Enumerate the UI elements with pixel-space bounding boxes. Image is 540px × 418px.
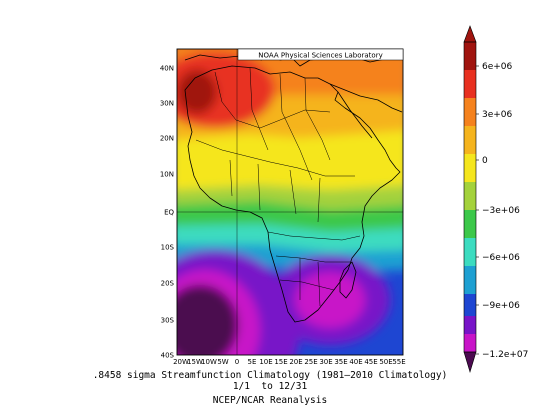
lon-label-20w: 20W <box>173 358 189 366</box>
lat-axis: 40N 30N 20N 10N EQ 10S 20S 30S 40S <box>160 65 175 360</box>
red-sea-coast <box>337 91 373 139</box>
botswana-border <box>279 279 335 291</box>
colorbar-segment-1 <box>464 42 476 70</box>
algeria-border <box>249 67 269 151</box>
colorbar-label-m3e6: −3e+06 <box>482 206 520 216</box>
lon-label-55e: 55E <box>392 358 405 366</box>
central-africa-border <box>267 231 361 241</box>
graticule <box>177 49 403 355</box>
colorbar-segment-4 <box>464 126 476 154</box>
lon-label-15e: 15E <box>274 358 287 366</box>
colorbar-arrow-bottom <box>464 352 476 372</box>
lon-label-0: 0 <box>235 358 239 366</box>
lat-label-10n: 10N <box>160 171 174 179</box>
colorbar-segment-6 <box>464 182 476 210</box>
figure-source: NCEP/NCAR Reanalysis <box>212 395 328 406</box>
blob-dark-core <box>177 285 238 355</box>
colorbar-bottom-outline <box>463 351 477 374</box>
figure-title: .8458 sigma Streamfunction Climatology (… <box>92 370 448 381</box>
sahara-border <box>214 71 331 129</box>
sahel-border <box>195 139 355 177</box>
colorbar-label-m9e6: −9e+06 <box>482 301 520 311</box>
madagascar-coast <box>339 261 357 299</box>
lon-label-25e: 25E <box>304 358 317 366</box>
lat-label-30s: 30S <box>161 317 175 325</box>
egypt-border <box>304 77 331 161</box>
west-africa-borders <box>229 159 321 223</box>
lon-label-30e: 30E <box>319 358 332 366</box>
colorbar-top-outline <box>463 25 477 43</box>
lon-label-5e: 5E <box>248 358 257 366</box>
lon-label-45e: 45E <box>364 358 377 366</box>
southern-africa-borders <box>299 258 321 307</box>
colorbar-segment-8 <box>464 238 476 266</box>
lat-label-20n: 20N <box>160 135 174 143</box>
lon-label-15w: 15W <box>187 358 203 366</box>
colorbar: 6e+06 3e+06 0 −3e+06 −6e+06 −9e+06 −1.2e… <box>463 25 528 374</box>
colorbar-arrow-top <box>464 26 476 42</box>
colorbar-segment-10 <box>464 294 476 316</box>
colorbar-ticks <box>476 65 479 355</box>
africa-coast <box>184 65 401 323</box>
country-borders <box>195 67 361 307</box>
lon-label-10w: 10W <box>201 358 217 366</box>
lon-label-35e: 35E <box>334 358 347 366</box>
zambia-border <box>275 255 350 263</box>
lon-label-20e: 20E <box>289 358 302 366</box>
colorbar-label-m6e6: −6e+06 <box>482 253 520 263</box>
lon-label-10e: 10E <box>259 358 272 366</box>
credit-box <box>237 48 404 61</box>
colorbar-segment-7 <box>464 210 476 238</box>
colorbar-segment-11 <box>464 316 476 334</box>
arabia-coast <box>329 83 403 113</box>
libya-border <box>279 73 313 181</box>
lat-label-10s: 10S <box>161 244 175 252</box>
colorbar-label-0: 0 <box>482 156 488 166</box>
lon-label-50e: 50E <box>379 358 392 366</box>
colorbar-segment-3 <box>464 98 476 126</box>
colorbar-label-3e6: 3e+06 <box>482 110 513 120</box>
colorbar-segment-9 <box>464 266 476 294</box>
lat-label-20s: 20S <box>161 280 175 288</box>
lat-label-eq: EQ <box>164 209 174 217</box>
colorbar-label-m1.2e7: −1.2e+07 <box>482 350 528 360</box>
colorbar-segment-2 <box>464 70 476 98</box>
lon-label-40e: 40E <box>349 358 362 366</box>
lat-label-40n: 40N <box>160 65 174 73</box>
lon-axis: 20W 15W 10W 5W 0 5E 10E 15E 20E 25E 30E … <box>173 358 406 366</box>
colorbar-label-6e6: 6e+06 <box>482 62 513 72</box>
blob-max-core <box>177 70 217 114</box>
band-yellow <box>177 130 403 195</box>
lon-label-5w: 5W <box>217 358 228 366</box>
lat-label-30n: 30N <box>160 100 174 108</box>
colorbar-segment-5 <box>464 154 476 182</box>
credit-text: NOAA Physical Sciences Laboratory <box>258 52 382 60</box>
figure-period: 1/1 to 12/31 <box>232 381 308 392</box>
band-lime <box>177 185 403 215</box>
colorbar-segment-12 <box>464 334 476 352</box>
lat-label-40s: 40S <box>161 352 175 360</box>
